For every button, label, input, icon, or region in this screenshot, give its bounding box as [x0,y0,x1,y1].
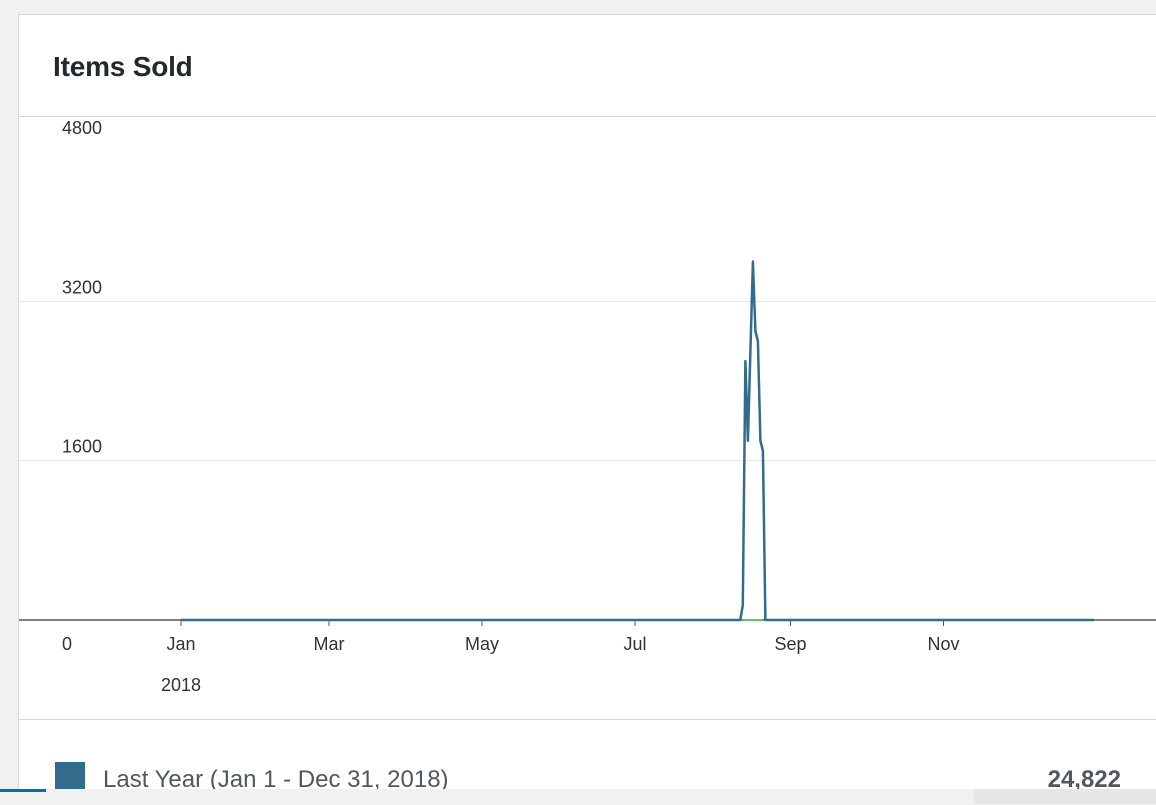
card-title: Items Sold [53,51,193,82]
card-header: Items Sold [19,15,1156,117]
grid-lines [19,300,1156,621]
legend-total: 24,822 [1047,766,1121,793]
series-line-last-year [181,260,1094,622]
y-axis-ticks: 0 1600 3200 4800 [62,118,102,654]
x-tick-label: Jan [166,634,195,654]
x-tick-label: May [465,634,499,654]
legend: Last Year (Jan 1 - Dec 31, 2018) 24,822 [19,719,1156,805]
items-sold-card: Items Sold 0 1600 3200 4800 Jan Mar May Jul Sep… [18,14,1156,804]
x-tick-label: Mar [313,634,344,654]
y-tick-label: 1600 [62,437,102,457]
y-tick-label: 3200 [62,277,102,297]
x-axis-ticks: Jan Mar May Jul Sep Nov 2018 [161,620,960,695]
x-tick-label: Jul [623,634,646,654]
x-tick-label: Nov [927,634,959,654]
bottom-scrollbar [0,789,1156,804]
x-year-label: 2018 [161,675,201,695]
y-tick-label: 0 [62,634,72,654]
items-sold-chart: 0 1600 3200 4800 Jan Mar May Jul Sep Nov 2018 [19,118,1156,695]
legend-label[interactable]: Last Year (Jan 1 - Dec 31, 2018) [103,766,449,793]
progress-indicator [0,789,46,792]
horizontal-scrollbar[interactable] [974,789,1156,804]
chart-area: 0 1600 3200 4800 Jan Mar May Jul Sep Nov 2018 [19,117,1156,719]
series-lines [181,260,1094,622]
legend-swatch[interactable] [55,762,85,792]
y-tick-label: 4800 [62,118,102,138]
x-tick-label: Sep [774,634,806,654]
